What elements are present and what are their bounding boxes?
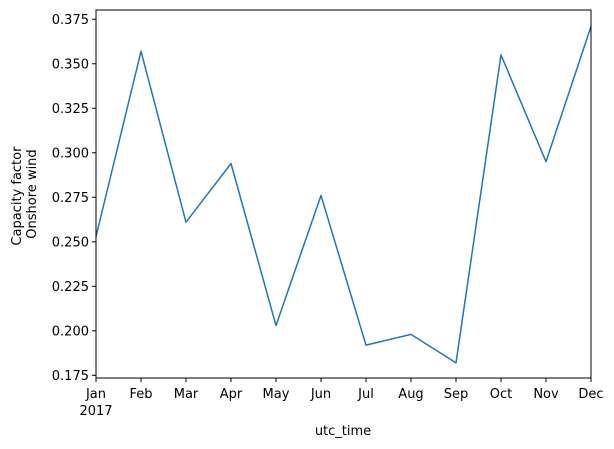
y-tick-label: 0.200: [52, 324, 89, 339]
x-tick-label: Jan: [85, 387, 106, 402]
y-tick-label: 0.225: [52, 280, 89, 295]
y-tick-label: 0.350: [52, 57, 89, 72]
x-tick-label: Feb: [129, 387, 152, 402]
x-tick-label: Nov: [533, 387, 559, 402]
x-tick-label: Sep: [444, 387, 469, 402]
y-tick-label: 0.275: [52, 191, 89, 206]
x-tick-label: Aug: [398, 387, 423, 402]
y-tick-label: 0.375: [52, 13, 89, 28]
x-axis-ticks: Jan Feb Mar Apr May Jun Jul Aug Sep Oct Nov Dec: [85, 378, 604, 402]
x-tick-label: Oct: [490, 387, 512, 402]
plot-frame: [95, 9, 592, 379]
y-axis-label: Capacity factor Onshore wind: [10, 142, 40, 245]
y-axis-label-line-2: Onshore wind: [25, 149, 40, 238]
y-tick-label: 0.300: [52, 146, 89, 161]
y-axis-label-line-1: Capacity factor: [10, 146, 25, 246]
y-tick-label: 0.250: [52, 235, 89, 250]
x-tick-label: Apr: [220, 387, 243, 402]
x-tick-label: Dec: [578, 387, 603, 402]
series-line-onshore-wind: [95, 26, 592, 364]
x-tick-label: May: [263, 387, 290, 402]
x-axis-label: utc_time: [315, 424, 371, 439]
x-tick-label: Mar: [174, 387, 199, 402]
y-axis-ticks: 0.175 0.200 0.225 0.250 0.275 0.300 0.325 0.350…: [52, 13, 96, 384]
x-year-label: 2017: [79, 404, 112, 419]
y-tick-label: 0.325: [52, 102, 89, 117]
y-tick-label: 0.175: [52, 369, 89, 384]
x-tick-label: Jun: [310, 387, 331, 402]
x-tick-label: Jul: [357, 387, 374, 402]
